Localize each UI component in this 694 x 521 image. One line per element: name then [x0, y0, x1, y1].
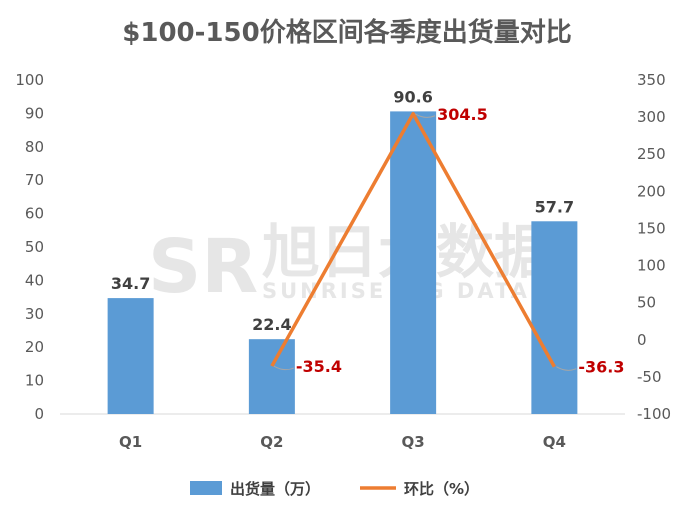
- bar-data-label: 22.4: [252, 315, 291, 334]
- y-left-tick-label: 90: [25, 104, 44, 122]
- legend-label-bar: 出货量（万）: [230, 480, 320, 498]
- y-right-tick-label: -100: [637, 405, 671, 423]
- y-right-tick-label: -50: [637, 368, 662, 386]
- y-left-tick-label: 0: [34, 405, 44, 423]
- y-left-tick-label: 70: [25, 171, 44, 189]
- bar-data-label: 34.7: [111, 274, 150, 293]
- y-right-tick-label: 200: [637, 182, 666, 200]
- line-path: [270, 112, 556, 368]
- line-data-label: -36.3: [578, 358, 624, 377]
- y-left-tick-label: 80: [25, 138, 44, 156]
- x-tick-label: Q2: [260, 433, 283, 451]
- y-left-tick-label: 20: [25, 338, 44, 356]
- line-series: [270, 112, 556, 368]
- x-tick-label: Q1: [119, 433, 142, 451]
- bar: [531, 221, 578, 414]
- bar: [390, 111, 437, 415]
- leader-line: [414, 113, 436, 118]
- y-left-tick-label: 30: [25, 305, 44, 323]
- y-right-tick-label: 100: [637, 257, 666, 275]
- y-right-tick-label: 300: [637, 108, 666, 126]
- y-right-tick-label: 0: [637, 331, 647, 349]
- x-tick-label: Q4: [543, 433, 566, 451]
- bar-data-label: 90.6: [393, 87, 432, 106]
- y-right-tick-label: 350: [637, 71, 666, 89]
- x-tick-label: Q3: [402, 433, 425, 451]
- y-left-tick-label: 10: [25, 372, 44, 390]
- legend-label-line: 环比（%）: [404, 480, 479, 498]
- legend-swatch-bar: [190, 481, 222, 495]
- y-left-tick-label: 60: [25, 205, 44, 223]
- leader-line: [273, 365, 295, 371]
- watermark-logo: SR: [148, 224, 258, 310]
- legend: 出货量（万） 环比（%）: [190, 480, 479, 498]
- leader-line: [556, 366, 577, 371]
- y-left-tick-label: 40: [25, 271, 44, 289]
- axes: 0 10 20 30 40 50 60 70 80 90 100 -100 -50 0 50 100 150 20…: [15, 71, 671, 451]
- bar: [107, 298, 154, 414]
- y-left-tick-label: 100: [15, 71, 44, 89]
- y-left-tick-label: 50: [25, 238, 44, 256]
- bar-series: [107, 111, 578, 415]
- y-right-tick-label: 250: [637, 145, 666, 163]
- bar-data-label: 57.7: [535, 197, 574, 216]
- line-data-label: 304.5: [437, 105, 488, 124]
- line-data-label: -35.4: [296, 357, 342, 376]
- watermark: SR 旭日大数据 SUNRISE BIG DATA: [148, 218, 552, 310]
- y-right-tick-label: 50: [637, 294, 656, 312]
- y-right-tick-label: 150: [637, 219, 666, 237]
- chart-title: $100-150价格区间各季度出货量对比: [122, 18, 572, 48]
- data-labels: 34.7 22.4 90.6 57.7 -35.4 304.5 -36.3: [111, 87, 625, 376]
- bar: [248, 339, 295, 414]
